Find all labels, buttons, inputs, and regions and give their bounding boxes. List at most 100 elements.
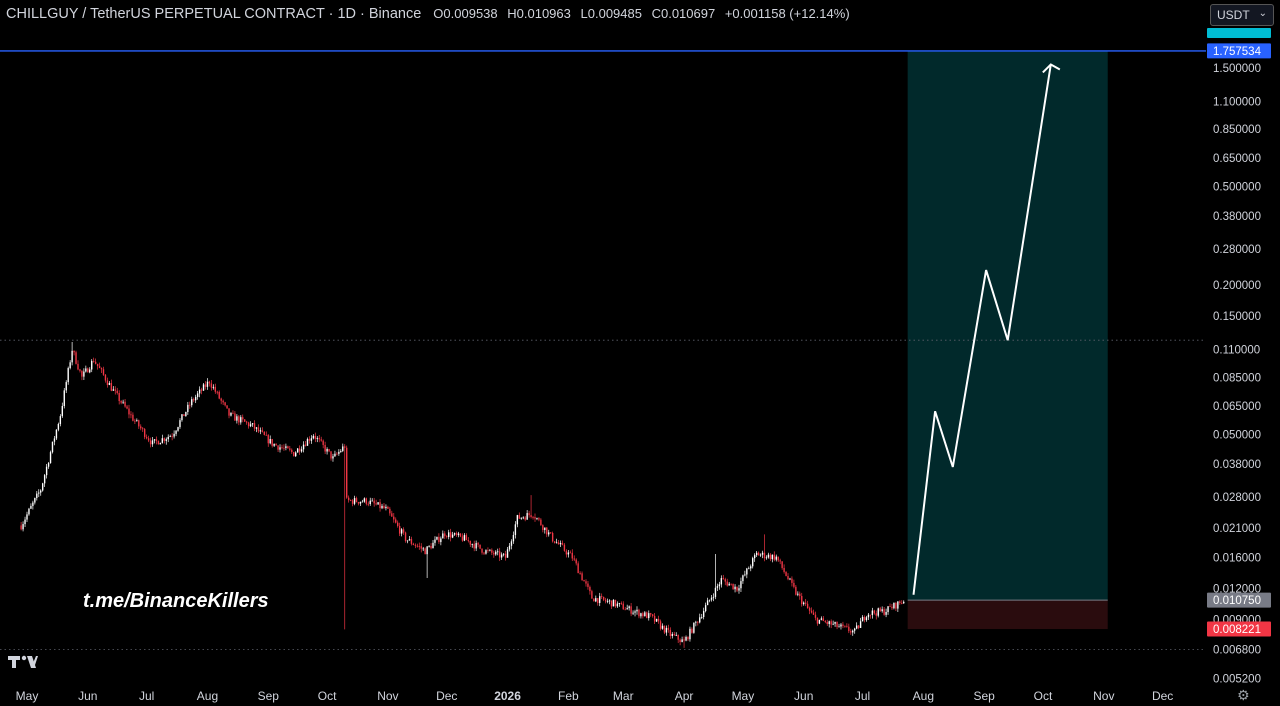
candle xyxy=(467,537,470,543)
candle xyxy=(863,615,866,623)
candle xyxy=(226,405,228,409)
candle xyxy=(43,474,46,487)
candle xyxy=(838,623,840,628)
candle xyxy=(381,503,383,510)
candle xyxy=(806,600,809,609)
candle xyxy=(404,531,407,543)
candle xyxy=(522,516,524,520)
candle xyxy=(816,617,819,626)
candle xyxy=(314,432,317,443)
candle xyxy=(416,543,419,548)
candle xyxy=(324,441,326,455)
candle xyxy=(716,583,719,591)
candle xyxy=(865,615,868,622)
candle xyxy=(485,549,487,555)
candle xyxy=(487,547,489,553)
candle xyxy=(269,435,271,445)
candle xyxy=(75,350,77,365)
candle xyxy=(634,609,636,617)
candle xyxy=(528,510,530,518)
currency-select[interactable]: USDT ⌄ xyxy=(1210,4,1274,26)
candle xyxy=(234,411,236,421)
candle xyxy=(92,357,95,363)
candle xyxy=(147,435,150,443)
candle xyxy=(710,595,713,602)
candle xyxy=(338,449,340,456)
candle xyxy=(549,532,552,534)
candle xyxy=(836,621,838,630)
candle xyxy=(857,625,860,630)
candle xyxy=(428,545,430,548)
price-label-box xyxy=(1207,592,1271,608)
candle xyxy=(259,427,262,435)
candle xyxy=(198,386,201,398)
candle xyxy=(661,623,664,630)
candle xyxy=(891,604,893,611)
candle xyxy=(344,444,346,630)
candle xyxy=(730,583,732,586)
candle xyxy=(618,602,621,607)
candle xyxy=(342,443,344,453)
candle xyxy=(336,451,338,456)
candle xyxy=(377,502,379,505)
candle xyxy=(369,497,371,506)
candle xyxy=(191,396,193,408)
candle xyxy=(222,399,224,405)
candle xyxy=(138,419,140,429)
candle xyxy=(96,363,99,370)
candle xyxy=(224,401,226,407)
candle xyxy=(538,517,540,522)
candle xyxy=(655,618,658,623)
candle xyxy=(795,584,797,596)
candle xyxy=(55,429,58,440)
candle xyxy=(883,607,885,616)
candle xyxy=(263,431,266,436)
candle xyxy=(61,402,64,418)
candle xyxy=(110,379,113,392)
candle xyxy=(708,599,711,603)
candle xyxy=(606,598,609,604)
candle xyxy=(665,625,668,636)
candle xyxy=(854,627,856,634)
candle xyxy=(187,401,189,415)
high-value: H0.010963 xyxy=(507,6,571,21)
candle xyxy=(347,495,350,503)
candle xyxy=(840,623,842,630)
settings-gear-icon[interactable]: ⚙ xyxy=(1237,687,1250,703)
candle xyxy=(632,610,634,616)
candle xyxy=(834,621,836,627)
candle xyxy=(206,378,209,390)
candle xyxy=(497,548,499,556)
candle xyxy=(542,524,544,533)
candle xyxy=(702,607,705,620)
candle xyxy=(814,611,817,621)
candle xyxy=(736,586,738,593)
x-tick-label: Jul xyxy=(139,689,154,703)
candle xyxy=(120,400,122,405)
candle xyxy=(214,383,216,394)
candle xyxy=(893,602,895,610)
candle xyxy=(477,542,479,548)
candle xyxy=(308,436,311,444)
candle xyxy=(691,627,693,634)
candle xyxy=(57,422,60,432)
candle xyxy=(473,540,475,552)
price-label-box xyxy=(1207,621,1271,637)
candle xyxy=(34,497,36,505)
candle xyxy=(803,601,805,606)
y-tick-label: 0.280000 xyxy=(1213,244,1261,256)
candle xyxy=(546,527,548,538)
candle xyxy=(328,448,330,453)
candle xyxy=(832,620,834,626)
candle xyxy=(114,386,116,395)
candle xyxy=(471,543,473,548)
candle xyxy=(442,530,444,539)
candle xyxy=(457,531,460,538)
candle xyxy=(357,501,360,506)
candle xyxy=(218,390,220,400)
symbol-title[interactable]: CHILLGUY / TetherUS PERPETUAL CONTRACT ·… xyxy=(6,6,422,22)
tradingview-logo-icon[interactable] xyxy=(8,654,38,673)
candle xyxy=(436,536,438,541)
candle xyxy=(387,505,389,509)
